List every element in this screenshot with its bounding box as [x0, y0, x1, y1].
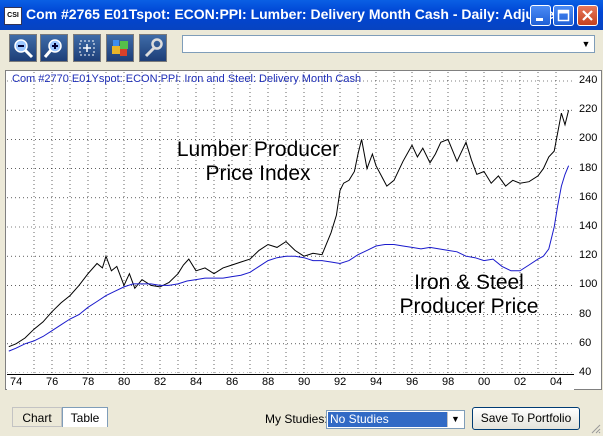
x-tick-label: 96 [406, 376, 419, 388]
chart-frame [5, 70, 602, 390]
x-tick-label: 98 [442, 376, 455, 388]
resize-grip-icon[interactable] [591, 424, 601, 434]
y-tick-label: 160 [579, 190, 598, 203]
fit-button[interactable] [73, 34, 101, 62]
puzzle-icon [112, 40, 128, 56]
lumber-annotation-line2: Price Index [205, 162, 311, 185]
x-tick-label: 90 [298, 376, 311, 388]
close-icon [582, 10, 593, 21]
lumber-annotation: Lumber Producer Price Index [158, 138, 358, 186]
x-tick-label: 04 [550, 376, 563, 388]
y-tick-label: 40 [579, 366, 592, 378]
maximize-icon [557, 9, 570, 22]
app-icon[interactable]: CSI [4, 7, 22, 25]
my-studies-label: My Studies: [265, 412, 328, 426]
y-tick-label: 60 [579, 336, 592, 349]
x-tick-label: 76 [46, 376, 59, 388]
chart-subtitle: Com #2770 E01Yspot: ECON:PPI: Iron and S… [12, 73, 362, 85]
y-tick-label: 220 [579, 103, 598, 116]
chevron-down-icon[interactable]: ▼ [447, 412, 463, 427]
x-tick-label: 78 [82, 376, 95, 388]
x-axis [7, 374, 574, 390]
zoom-in-icon [43, 39, 62, 58]
symbol-combo[interactable]: ▼ [182, 35, 595, 53]
minimize-icon [536, 18, 543, 21]
x-tick-label: 82 [154, 376, 167, 388]
x-tick-label: 92 [334, 376, 347, 388]
y-tick-label: 80 [579, 307, 592, 320]
x-tick-label: 88 [262, 376, 275, 388]
studies-select[interactable]: No Studies ▼ [326, 410, 465, 429]
y-tick-label: 200 [579, 132, 598, 145]
x-tick-label: 80 [118, 376, 131, 388]
window-titlebar[interactable]: CSI Com #2765 E01Tspot: ECON:PPI: Lumber… [0, 0, 603, 30]
fit-icon [79, 40, 95, 56]
lumber-annotation-line1: Lumber Producer [176, 138, 340, 161]
steel-annotation: Iron & Steel Producer Price [384, 271, 554, 319]
tab-chart[interactable]: Chart [12, 407, 62, 427]
x-tick-label: 84 [190, 376, 203, 388]
zoom-in-button[interactable] [40, 34, 68, 62]
y-tick-label: 120 [579, 249, 598, 262]
puzzle-button[interactable] [106, 34, 134, 62]
steel-series-line [8, 165, 570, 352]
price-chart[interactable] [7, 72, 574, 373]
tab-table[interactable]: Table [62, 407, 108, 427]
chevron-down-icon[interactable]: ▼ [578, 36, 594, 52]
maximize-button[interactable] [553, 5, 574, 26]
x-tick-label: 94 [370, 376, 383, 388]
zoom-out-button[interactable] [9, 34, 37, 62]
wrench-button[interactable] [139, 34, 167, 62]
y-tick-label: 240 [579, 74, 598, 86]
save-to-portfolio-button[interactable]: Save To Portfolio [472, 407, 580, 430]
close-button[interactable] [577, 5, 598, 26]
x-tick-label: 00 [478, 376, 491, 388]
lumber-series-line [8, 110, 570, 348]
studies-select-value: No Studies [328, 412, 448, 427]
steel-annotation-line2: Producer Price [399, 295, 539, 318]
y-tick-label: 100 [579, 278, 598, 291]
wrench-icon [144, 38, 163, 58]
x-tick-label: 02 [514, 376, 527, 388]
x-tick-label: 74 [10, 376, 23, 388]
minimize-button[interactable] [530, 5, 551, 26]
x-tick-label: 86 [226, 376, 239, 388]
steel-annotation-line1: Iron & Steel [414, 271, 524, 294]
window-title: Com #2765 E01Tspot: ECON:PPI: Lumber: De… [26, 6, 563, 22]
y-tick-label: 140 [579, 220, 598, 232]
zoom-out-icon [14, 39, 34, 59]
y-tick-label: 180 [579, 161, 598, 174]
